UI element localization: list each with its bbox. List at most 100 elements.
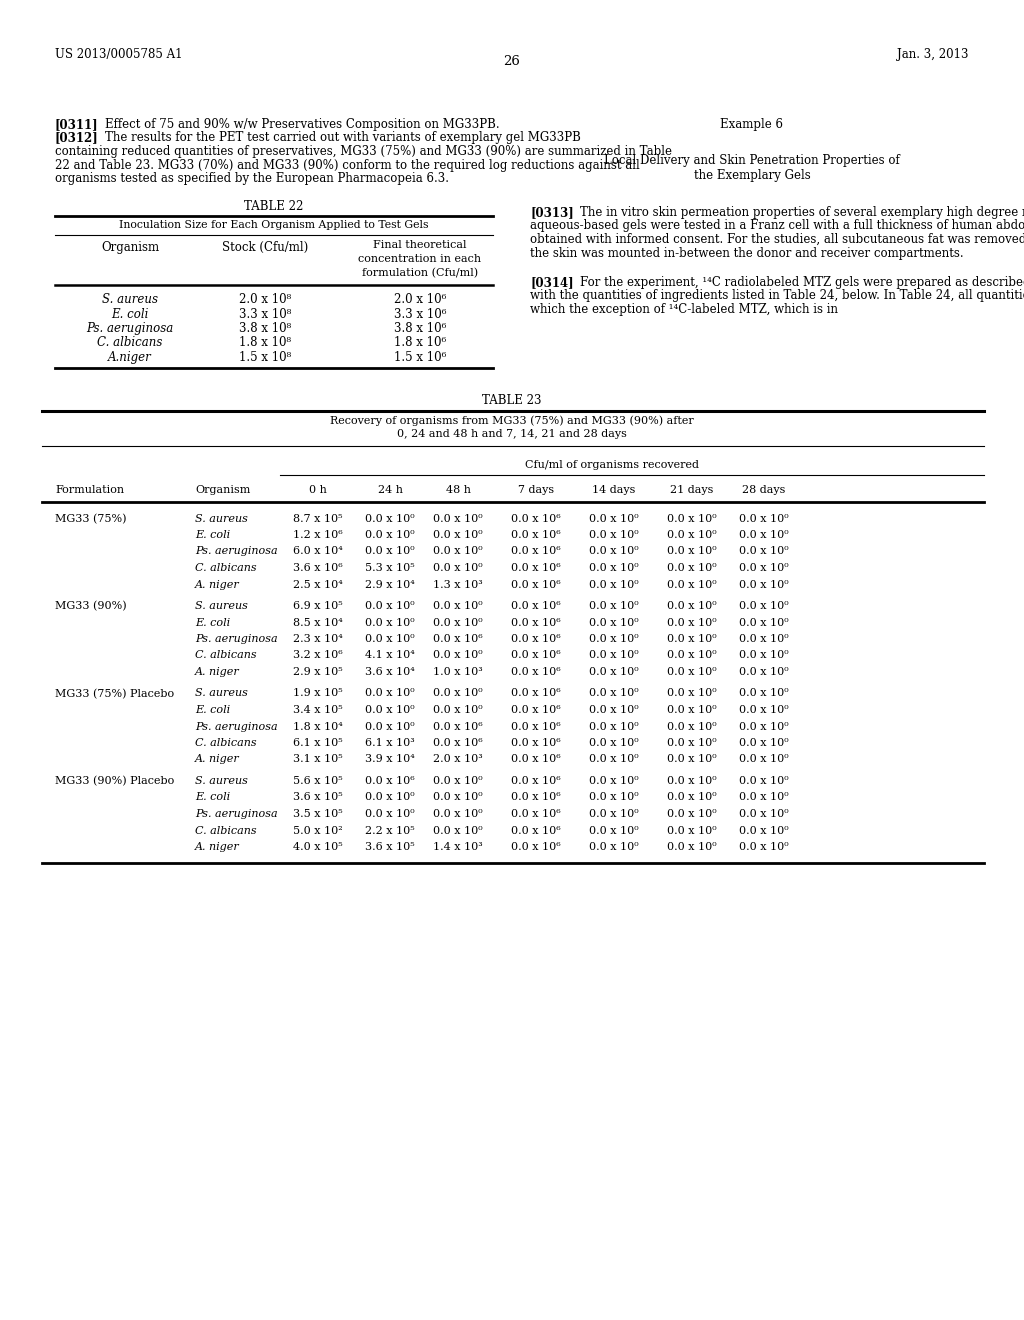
Text: 3.6 x 10⁶: 3.6 x 10⁶: [293, 564, 343, 573]
Text: 0.0 x 10⁶: 0.0 x 10⁶: [511, 564, 561, 573]
Text: 0.0 x 10⁶: 0.0 x 10⁶: [511, 546, 561, 557]
Text: organisms tested as specified by the European Pharmacopeia 6.3.: organisms tested as specified by the Eur…: [55, 172, 449, 185]
Text: 1.8 x 10⁴: 1.8 x 10⁴: [293, 722, 343, 731]
Text: 2.9 x 10⁵: 2.9 x 10⁵: [293, 667, 343, 677]
Text: A.niger: A.niger: [109, 351, 152, 364]
Text: 0.0 x 10⁶: 0.0 x 10⁶: [511, 842, 561, 851]
Text: C. albicans: C. albicans: [195, 825, 257, 836]
Text: 0.0 x 10⁰: 0.0 x 10⁰: [668, 667, 717, 677]
Text: S. aureus: S. aureus: [195, 776, 248, 785]
Text: 0.0 x 10⁰: 0.0 x 10⁰: [366, 689, 415, 698]
Text: 0.0 x 10⁶: 0.0 x 10⁶: [511, 776, 561, 785]
Text: 0.0 x 10⁰: 0.0 x 10⁰: [433, 705, 482, 715]
Text: 24 h: 24 h: [378, 484, 402, 495]
Text: 0.0 x 10⁰: 0.0 x 10⁰: [739, 738, 788, 748]
Text: 0.0 x 10⁰: 0.0 x 10⁰: [668, 564, 717, 573]
Text: 3.3 x 10⁶: 3.3 x 10⁶: [394, 308, 446, 321]
Text: 0.0 x 10⁰: 0.0 x 10⁰: [589, 722, 639, 731]
Text: 0.0 x 10⁰: 0.0 x 10⁰: [433, 689, 482, 698]
Text: which the exception of ¹⁴C-labeled MTZ, which is in: which the exception of ¹⁴C-labeled MTZ, …: [530, 304, 838, 315]
Text: 0.0 x 10⁶: 0.0 x 10⁶: [511, 513, 561, 524]
Text: 3.6 x 10⁵: 3.6 x 10⁵: [366, 842, 415, 851]
Text: 0.0 x 10⁶: 0.0 x 10⁶: [511, 651, 561, 660]
Text: 7 days: 7 days: [518, 484, 554, 495]
Text: 0.0 x 10⁶: 0.0 x 10⁶: [511, 634, 561, 644]
Text: 4.1 x 10⁴: 4.1 x 10⁴: [366, 651, 415, 660]
Text: 0.0 x 10⁶: 0.0 x 10⁶: [433, 738, 483, 748]
Text: 5.3 x 10⁵: 5.3 x 10⁵: [366, 564, 415, 573]
Text: 0.0 x 10⁶: 0.0 x 10⁶: [511, 755, 561, 764]
Text: 0.0 x 10⁶: 0.0 x 10⁶: [511, 531, 561, 540]
Text: 0.0 x 10⁰: 0.0 x 10⁰: [589, 601, 639, 611]
Text: 0.0 x 10⁶: 0.0 x 10⁶: [511, 705, 561, 715]
Text: 0.0 x 10⁰: 0.0 x 10⁰: [739, 546, 788, 557]
Text: 0.0 x 10⁶: 0.0 x 10⁶: [366, 776, 415, 785]
Text: obtained with informed consent. For the studies, all subcutaneous fat was remove: obtained with informed consent. For the …: [530, 234, 1024, 246]
Text: 0.0 x 10⁶: 0.0 x 10⁶: [511, 618, 561, 627]
Text: For the experiment, ¹⁴C radiolabeled MTZ gels were prepared as described in Exam: For the experiment, ¹⁴C radiolabeled MTZ…: [580, 276, 1024, 289]
Text: 0.0 x 10⁰: 0.0 x 10⁰: [739, 705, 788, 715]
Text: 1.4 x 10³: 1.4 x 10³: [433, 842, 483, 851]
Text: [0311]: [0311]: [55, 117, 98, 131]
Text: Ps. aeruginosa: Ps. aeruginosa: [195, 722, 278, 731]
Text: 3.5 x 10⁵: 3.5 x 10⁵: [293, 809, 343, 818]
Text: 0.0 x 10⁰: 0.0 x 10⁰: [589, 705, 639, 715]
Text: The in vitro skin permeation properties of several exemplary high degree mucoadh: The in vitro skin permeation properties …: [580, 206, 1024, 219]
Text: 1.5 x 10⁸: 1.5 x 10⁸: [239, 351, 291, 364]
Text: Ps. aeruginosa: Ps. aeruginosa: [195, 809, 278, 818]
Text: 0.0 x 10⁰: 0.0 x 10⁰: [433, 531, 482, 540]
Text: S. aureus: S. aureus: [195, 689, 248, 698]
Text: 2.0 x 10⁸: 2.0 x 10⁸: [239, 293, 291, 306]
Text: The results for the PET test carried out with variants of exemplary gel MG33PB: The results for the PET test carried out…: [105, 132, 581, 144]
Text: 21 days: 21 days: [671, 484, 714, 495]
Text: 0.0 x 10⁰: 0.0 x 10⁰: [433, 792, 482, 803]
Text: 0.0 x 10⁰: 0.0 x 10⁰: [668, 579, 717, 590]
Text: 0.0 x 10⁰: 0.0 x 10⁰: [589, 564, 639, 573]
Text: 2.3 x 10⁴: 2.3 x 10⁴: [293, 634, 343, 644]
Text: containing reduced quantities of preservatives, MG33 (75%) and MG33 (90%) are su: containing reduced quantities of preserv…: [55, 145, 672, 158]
Text: 0.0 x 10⁰: 0.0 x 10⁰: [589, 546, 639, 557]
Text: the skin was mounted in-between the donor and receiver compartments.: the skin was mounted in-between the dono…: [530, 247, 964, 260]
Text: Final theoretical: Final theoretical: [374, 240, 467, 251]
Text: 0.0 x 10⁰: 0.0 x 10⁰: [739, 755, 788, 764]
Text: 6.0 x 10⁴: 6.0 x 10⁴: [293, 546, 343, 557]
Text: 0 h: 0 h: [309, 484, 327, 495]
Text: 0.0 x 10⁰: 0.0 x 10⁰: [589, 689, 639, 698]
Text: 0.0 x 10⁰: 0.0 x 10⁰: [589, 513, 639, 524]
Text: Ps. aeruginosa: Ps. aeruginosa: [195, 634, 278, 644]
Text: 0.0 x 10⁰: 0.0 x 10⁰: [589, 634, 639, 644]
Text: C. albicans: C. albicans: [195, 738, 257, 748]
Text: 0.0 x 10⁶: 0.0 x 10⁶: [511, 601, 561, 611]
Text: 2.0 x 10³: 2.0 x 10³: [433, 755, 483, 764]
Text: 3.8 x 10⁸: 3.8 x 10⁸: [239, 322, 291, 335]
Text: 0.0 x 10⁰: 0.0 x 10⁰: [589, 579, 639, 590]
Text: Stock (Cfu/ml): Stock (Cfu/ml): [222, 240, 308, 253]
Text: 28 days: 28 days: [742, 484, 785, 495]
Text: 0.0 x 10⁰: 0.0 x 10⁰: [739, 689, 788, 698]
Text: 0.0 x 10⁰: 0.0 x 10⁰: [433, 513, 482, 524]
Text: S. aureus: S. aureus: [195, 601, 248, 611]
Text: E. coli: E. coli: [195, 531, 230, 540]
Text: 0.0 x 10⁰: 0.0 x 10⁰: [366, 546, 415, 557]
Text: MG33 (75%) Placebo: MG33 (75%) Placebo: [55, 689, 174, 698]
Text: S. aureus: S. aureus: [195, 513, 248, 524]
Text: 0.0 x 10⁰: 0.0 x 10⁰: [668, 513, 717, 524]
Text: 0.0 x 10⁰: 0.0 x 10⁰: [739, 634, 788, 644]
Text: 3.4 x 10⁵: 3.4 x 10⁵: [293, 705, 343, 715]
Text: 0.0 x 10⁰: 0.0 x 10⁰: [739, 651, 788, 660]
Text: 0.0 x 10⁰: 0.0 x 10⁰: [366, 531, 415, 540]
Text: 0.0 x 10⁰: 0.0 x 10⁰: [668, 531, 717, 540]
Text: 0.0 x 10⁰: 0.0 x 10⁰: [433, 776, 482, 785]
Text: 0.0 x 10⁰: 0.0 x 10⁰: [589, 651, 639, 660]
Text: A. niger: A. niger: [195, 755, 240, 764]
Text: 0.0 x 10⁰: 0.0 x 10⁰: [366, 705, 415, 715]
Text: Example 6: Example 6: [721, 117, 783, 131]
Text: Local Delivery and Skin Penetration Properties of: Local Delivery and Skin Penetration Prop…: [604, 154, 900, 168]
Text: 0.0 x 10⁰: 0.0 x 10⁰: [739, 722, 788, 731]
Text: 0.0 x 10⁰: 0.0 x 10⁰: [668, 738, 717, 748]
Text: 1.5 x 10⁶: 1.5 x 10⁶: [394, 351, 446, 364]
Text: 0.0 x 10⁰: 0.0 x 10⁰: [739, 579, 788, 590]
Text: 5.0 x 10²: 5.0 x 10²: [293, 825, 343, 836]
Text: 0.0 x 10⁰: 0.0 x 10⁰: [433, 618, 482, 627]
Text: Jan. 3, 2013: Jan. 3, 2013: [897, 48, 969, 61]
